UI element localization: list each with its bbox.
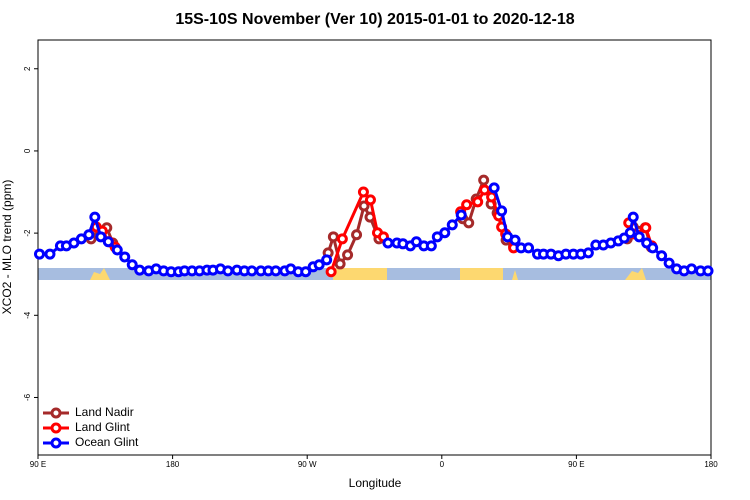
land-strip: [333, 268, 387, 280]
point: [102, 236, 114, 248]
y-tick-label: 0: [23, 148, 32, 153]
land-strip: [460, 268, 503, 280]
legend-marker: [50, 437, 62, 449]
point: [246, 265, 258, 277]
point: [496, 205, 508, 217]
point: [582, 247, 594, 259]
point: [83, 229, 95, 241]
x-tick-label: 90 E: [30, 460, 46, 469]
point: [134, 264, 146, 276]
land-strip: [512, 270, 518, 280]
point: [463, 217, 475, 229]
legend-marker: [50, 422, 62, 434]
point: [647, 242, 659, 254]
x-tick-label: 0: [440, 460, 445, 469]
point: [439, 227, 451, 239]
y-tick-label: 2: [23, 66, 32, 71]
legend-label: Ocean Glint: [75, 435, 139, 449]
point: [624, 227, 636, 239]
point: [640, 222, 652, 234]
point: [357, 186, 369, 198]
x-axis-title: Longitude: [349, 476, 402, 490]
point: [336, 233, 348, 245]
y-tick-label: -6: [23, 393, 32, 401]
legend-label: Land Nadir: [75, 405, 134, 419]
point: [89, 211, 101, 223]
point: [455, 209, 467, 221]
point: [364, 194, 376, 206]
point: [663, 257, 675, 269]
point: [111, 244, 123, 256]
point: [486, 191, 498, 203]
land-strip: [90, 268, 110, 280]
point: [633, 231, 645, 243]
point: [461, 199, 473, 211]
x-tick-label: 180: [166, 460, 180, 469]
point: [627, 211, 639, 223]
point: [358, 200, 370, 212]
point: [126, 259, 138, 271]
point: [351, 229, 363, 241]
point: [478, 174, 490, 186]
point: [472, 196, 484, 208]
point: [327, 231, 339, 243]
point: [334, 258, 346, 270]
plot-frame: [37, 39, 712, 456]
point: [222, 265, 234, 277]
y-tick-label: -4: [23, 311, 32, 319]
y-axis-title: XCO2 - MLO trend (ppm): [0, 180, 14, 315]
x-tick-label: 180: [704, 460, 718, 469]
chart-title: 15S-10S November (Ver 10) 2015-01-01 to …: [175, 11, 574, 28]
point: [321, 254, 333, 266]
legend-label: Land Glint: [75, 420, 130, 434]
point: [509, 234, 521, 246]
point: [325, 266, 337, 278]
x-tick-label: 90 E: [568, 460, 584, 469]
point: [119, 251, 131, 263]
point: [686, 263, 698, 275]
point: [702, 265, 714, 277]
point: [33, 248, 45, 260]
point: [313, 259, 325, 271]
point: [44, 248, 56, 260]
series: [33, 182, 714, 278]
land-strip: [625, 268, 646, 280]
x-tick-label: 90 W: [298, 460, 317, 469]
point: [382, 237, 394, 249]
point: [95, 231, 107, 243]
series: [90, 184, 658, 278]
point: [479, 184, 491, 196]
point: [488, 182, 500, 194]
point: [300, 266, 312, 278]
legend-marker: [50, 407, 62, 419]
point: [656, 250, 668, 262]
point: [523, 242, 535, 254]
point: [446, 219, 458, 231]
y-tick-label: -2: [23, 229, 32, 237]
point: [342, 249, 354, 261]
point: [425, 240, 437, 252]
point: [270, 265, 282, 277]
